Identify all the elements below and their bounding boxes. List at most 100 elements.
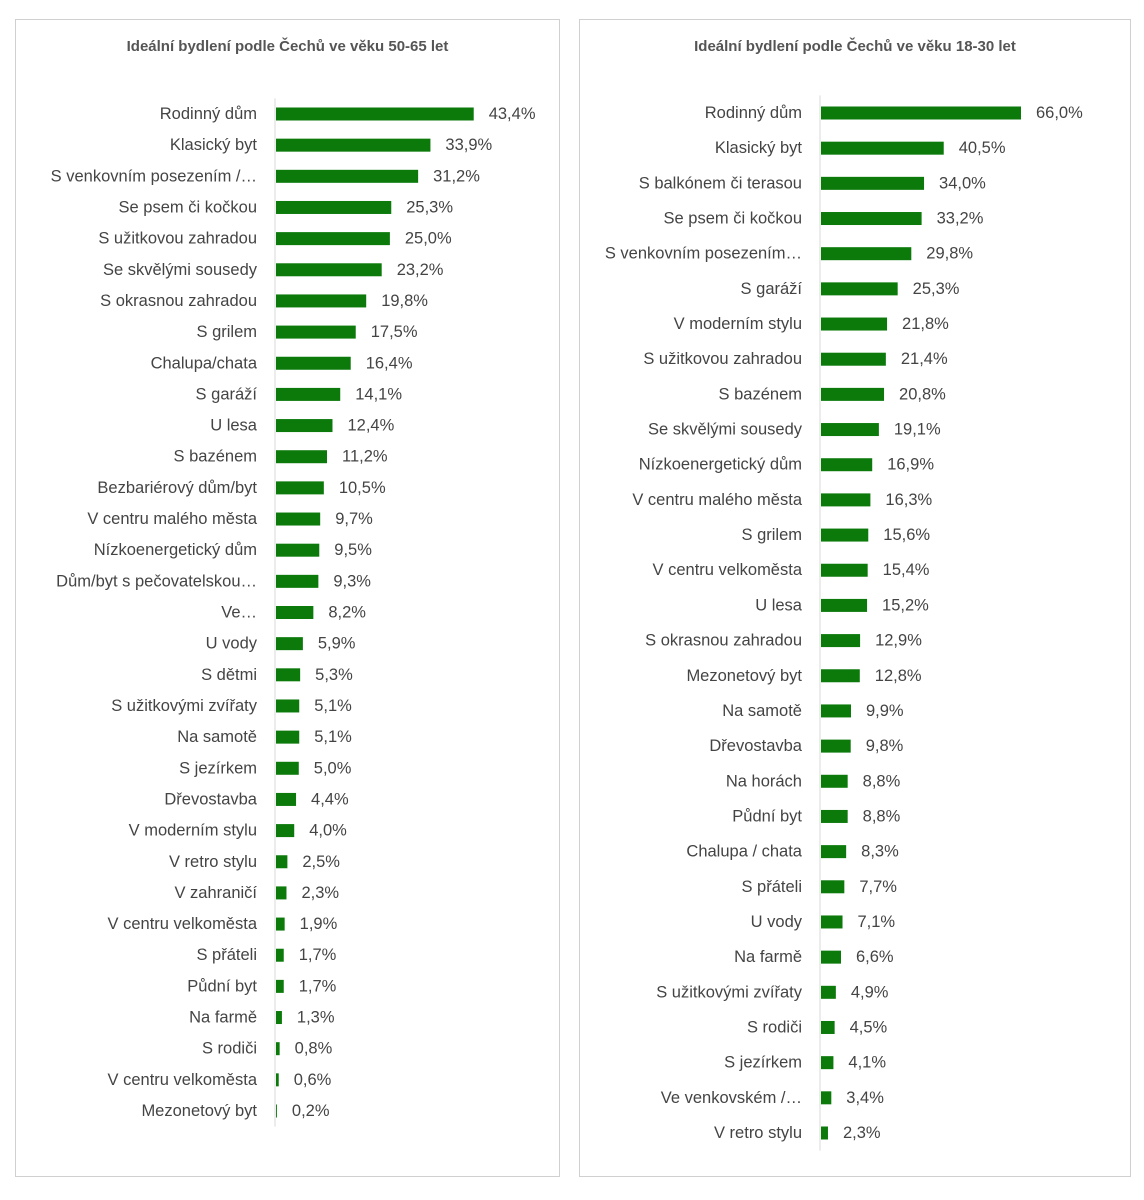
bar bbox=[276, 387, 341, 401]
category-label: V moderním stylu bbox=[674, 315, 802, 333]
value-label: 19,8% bbox=[381, 292, 428, 310]
bar bbox=[276, 107, 474, 121]
bar bbox=[276, 1011, 282, 1025]
bar bbox=[821, 704, 851, 718]
value-label: 34,0% bbox=[939, 174, 986, 192]
bar bbox=[821, 985, 836, 999]
category-label: Na horách bbox=[726, 772, 802, 790]
value-label: 5,1% bbox=[314, 697, 352, 715]
bar bbox=[821, 528, 869, 542]
value-label: 9,3% bbox=[333, 572, 371, 590]
category-label: S rodiči bbox=[747, 1018, 802, 1036]
value-label: 2,3% bbox=[843, 1124, 881, 1142]
value-label: 21,4% bbox=[901, 350, 948, 368]
bar bbox=[276, 979, 284, 993]
bar bbox=[276, 232, 390, 246]
category-label: V centru malého města bbox=[632, 491, 802, 509]
value-label: 16,9% bbox=[887, 456, 934, 474]
bar bbox=[821, 141, 944, 155]
bar bbox=[821, 1056, 834, 1070]
category-label: Nízkoenergetický dům bbox=[639, 456, 802, 474]
category-label: S přáteli bbox=[741, 878, 802, 896]
value-label: 12,8% bbox=[875, 667, 922, 685]
value-label: 14,1% bbox=[355, 385, 402, 403]
category-label: Se skvělými sousedy bbox=[103, 261, 258, 279]
category-label: Klasický byt bbox=[170, 136, 258, 154]
bar bbox=[821, 423, 879, 437]
chart-panel-50-65: Ideální bydlení podle Čechů ve věku 50-6… bbox=[15, 19, 560, 1177]
bar bbox=[821, 282, 898, 296]
category-label: Půdní byt bbox=[732, 807, 802, 825]
bar bbox=[821, 845, 847, 859]
bar bbox=[821, 739, 851, 753]
category-label: V zahraničí bbox=[174, 884, 257, 902]
category-label: U vody bbox=[751, 913, 803, 931]
category-label: V centru velkoměsta bbox=[108, 915, 258, 933]
bar bbox=[276, 263, 382, 277]
value-label: 66,0% bbox=[1036, 104, 1083, 122]
category-label: Bezbariérový dům/byt bbox=[97, 479, 257, 497]
bar bbox=[821, 880, 845, 894]
value-label: 15,2% bbox=[882, 596, 929, 614]
value-label: 40,5% bbox=[959, 139, 1006, 157]
category-label: Ve… bbox=[221, 604, 257, 622]
value-label: 1,9% bbox=[300, 915, 338, 933]
category-label: S bazénem bbox=[174, 448, 257, 466]
value-label: 43,4% bbox=[489, 105, 536, 123]
bar bbox=[276, 450, 328, 464]
value-label: 2,5% bbox=[302, 853, 340, 871]
value-label: 5,0% bbox=[314, 759, 352, 777]
value-label: 9,9% bbox=[866, 702, 904, 720]
bar bbox=[821, 1091, 832, 1105]
category-label: S užitkovými zvířaty bbox=[656, 983, 803, 1001]
bar bbox=[276, 294, 367, 308]
bar bbox=[276, 356, 351, 370]
bar bbox=[821, 915, 843, 929]
bar bbox=[821, 598, 868, 612]
category-label: V retro stylu bbox=[714, 1124, 802, 1142]
value-label: 4,9% bbox=[851, 983, 889, 1001]
value-label: 0,8% bbox=[295, 1040, 333, 1058]
category-label: Chalupa / chata bbox=[686, 843, 802, 861]
category-label: S jezírkem bbox=[724, 1054, 802, 1072]
bar bbox=[821, 809, 848, 823]
value-label: 15,6% bbox=[883, 526, 930, 544]
bar bbox=[276, 855, 288, 869]
value-label: 31,2% bbox=[433, 167, 480, 185]
value-label: 33,2% bbox=[937, 210, 984, 228]
bar bbox=[276, 543, 320, 557]
category-label: Mezonetový byt bbox=[141, 1102, 257, 1120]
bar bbox=[821, 176, 925, 190]
value-label: 9,5% bbox=[334, 541, 372, 559]
category-label: S venkovním posezením /… bbox=[51, 167, 257, 185]
category-label: U lesa bbox=[210, 417, 258, 435]
bar bbox=[276, 200, 392, 214]
category-label: Se skvělými sousedy bbox=[648, 421, 803, 439]
value-label: 8,8% bbox=[863, 772, 901, 790]
value-label: 7,1% bbox=[858, 913, 896, 931]
value-label: 4,1% bbox=[848, 1054, 886, 1072]
bar bbox=[276, 169, 419, 183]
value-label: 3,4% bbox=[846, 1089, 884, 1107]
category-label: S užitkovými zvířaty bbox=[111, 697, 258, 715]
value-label: 5,3% bbox=[315, 666, 353, 684]
bar bbox=[821, 387, 885, 401]
category-label: S užitkovou zahradou bbox=[98, 230, 257, 248]
category-label: Se psem či kočkou bbox=[119, 198, 257, 216]
bar bbox=[276, 138, 431, 152]
value-label: 5,9% bbox=[318, 635, 356, 653]
value-label: 4,4% bbox=[311, 790, 349, 808]
bar bbox=[276, 1104, 277, 1118]
category-label: S grilem bbox=[741, 526, 802, 544]
value-label: 8,3% bbox=[861, 843, 899, 861]
bar bbox=[821, 317, 888, 331]
category-label: Rodinný dům bbox=[160, 105, 257, 123]
value-label: 25,0% bbox=[405, 230, 452, 248]
value-label: 12,4% bbox=[347, 417, 394, 435]
category-label: U vody bbox=[206, 635, 258, 653]
value-label: 21,8% bbox=[902, 315, 949, 333]
value-label: 4,5% bbox=[850, 1018, 888, 1036]
category-label: Se psem či kočkou bbox=[664, 210, 802, 228]
category-label: S jezírkem bbox=[179, 759, 257, 777]
value-label: 0,6% bbox=[294, 1071, 332, 1089]
